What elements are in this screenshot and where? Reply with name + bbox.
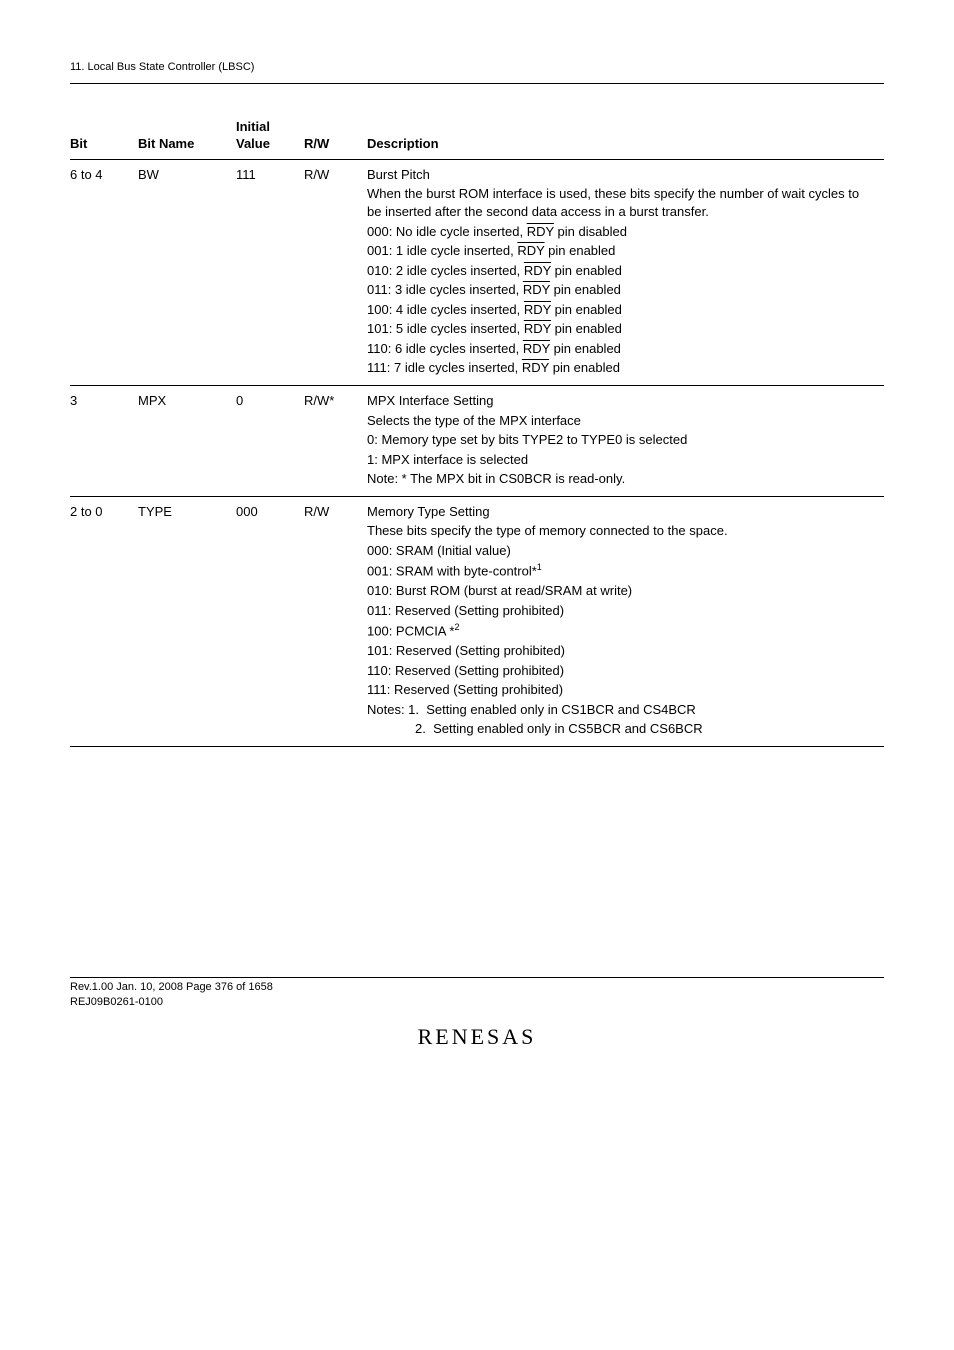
- table-row: 6 to 4 BW 111 R/W Burst Pitch When the b…: [70, 159, 884, 385]
- register-table: Bit Bit Name Initial Value R/W Descripti…: [70, 114, 884, 747]
- cell-rw: R/W*: [304, 385, 367, 496]
- footer-rule: [70, 977, 884, 978]
- section-header: 11. Local Bus State Controller (LBSC): [70, 60, 884, 75]
- cell-rw: R/W: [304, 496, 367, 746]
- cell-initial: 111: [236, 159, 304, 385]
- th-bit: Bit: [70, 114, 138, 160]
- cell-bit: 3: [70, 385, 138, 496]
- cell-name: BW: [138, 159, 236, 385]
- th-desc: Description: [367, 114, 884, 160]
- table-row: 3 MPX 0 R/W* MPX Interface Setting Selec…: [70, 385, 884, 496]
- cell-desc: Memory Type Setting These bits specify t…: [367, 496, 884, 746]
- table-row: 2 to 0 TYPE 000 R/W Memory Type Setting …: [70, 496, 884, 746]
- footer-doc: REJ09B0261-0100: [70, 995, 884, 1010]
- cell-bit: 6 to 4: [70, 159, 138, 385]
- cell-initial: 0: [236, 385, 304, 496]
- renesas-logo: RENESAS: [70, 1022, 884, 1052]
- cell-name: TYPE: [138, 496, 236, 746]
- footer-rev: Rev.1.00 Jan. 10, 2008 Page 376 of 1658: [70, 980, 884, 995]
- cell-desc: Burst Pitch When the burst ROM interface…: [367, 159, 884, 385]
- cell-desc: MPX Interface Setting Selects the type o…: [367, 385, 884, 496]
- cell-rw: R/W: [304, 159, 367, 385]
- cell-name: MPX: [138, 385, 236, 496]
- th-rw: R/W: [304, 114, 367, 160]
- th-bitname: Bit Name: [138, 114, 236, 160]
- page-footer: Rev.1.00 Jan. 10, 2008 Page 376 of 1658 …: [70, 977, 884, 1051]
- header-rule: [70, 83, 884, 84]
- th-initial: Initial Value: [236, 114, 304, 160]
- cell-bit: 2 to 0: [70, 496, 138, 746]
- cell-initial: 000: [236, 496, 304, 746]
